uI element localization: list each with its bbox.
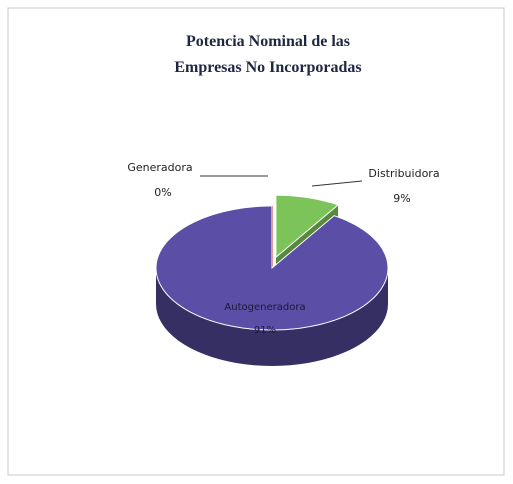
leader-line [311,180,363,187]
data-label: Autogeneradora [224,302,305,313]
pie-slice [275,194,340,259]
chart-title: Empresas No Incorporadas [174,59,361,76]
slice-side [156,268,388,366]
data-label: 91% [254,325,276,336]
data-label: Distribuidora [368,167,439,180]
pie-slice [155,205,389,331]
data-label: 0% [154,186,171,199]
data-label: 9% [393,192,410,205]
data-label: Generadora [127,161,192,174]
chart-title: Potencia Nominal de las [186,33,350,50]
